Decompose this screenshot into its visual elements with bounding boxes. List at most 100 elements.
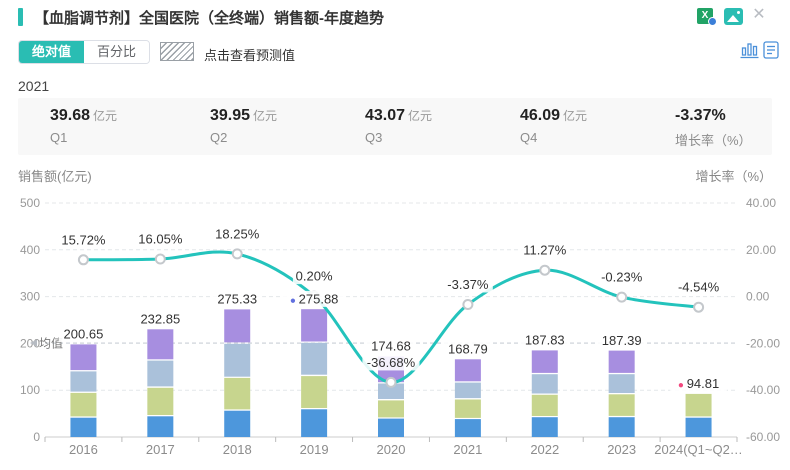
left-axis-tick: 100	[20, 383, 40, 397]
bar-total-label: 174.68	[371, 339, 411, 354]
close-icon[interactable]: ✕	[752, 6, 766, 23]
bar-total-label: 200.65	[64, 327, 104, 342]
bar-total-label: 275.33	[217, 292, 257, 307]
growth-line-point-2021[interactable]	[462, 299, 474, 310]
bar-segment-2017-4[interactable]	[147, 329, 174, 360]
bar-segment-2018-1[interactable]	[224, 410, 251, 437]
stat-item-q2: 39.95 亿元 Q2	[210, 107, 277, 145]
total-label-bg	[366, 338, 416, 355]
bar-segment-2021-3[interactable]	[454, 382, 481, 399]
x-axis-category-label: 2022	[530, 442, 559, 457]
bar-segment-2021-4[interactable]	[454, 359, 481, 382]
percent-label-bg	[135, 231, 186, 248]
forecast-hatch-swatch[interactable]	[160, 42, 194, 61]
percentage-tab[interactable]: 百分比	[84, 41, 150, 63]
percent-label-bg	[212, 225, 263, 242]
bar-total-label: 232.85	[140, 312, 180, 327]
growth-line-point-2023[interactable]	[616, 291, 628, 303]
growth-percent-label: 11.27%	[523, 243, 567, 258]
bar-segment-2017-3[interactable]	[147, 360, 174, 387]
bar-segment-2020-3[interactable]	[378, 383, 404, 400]
bar-segment-2023-1[interactable]	[608, 417, 635, 437]
stat-label: 增长率（%）	[675, 133, 752, 148]
x-axis-category-label: 2018	[223, 442, 252, 457]
export-image-icon[interactable]	[724, 8, 743, 25]
stat-unit: 亿元	[253, 109, 278, 123]
bar-segment-2018-4[interactable]	[224, 309, 251, 343]
percent-label-bg	[58, 231, 109, 248]
total-label-bg	[670, 375, 727, 392]
right-axis-title: 增长率（%）	[695, 169, 772, 184]
growth-line-point-2018[interactable]	[231, 248, 243, 260]
left-axis-tick: 500	[20, 196, 40, 210]
bar-segment-2024(Q1~Q2…-1[interactable]	[685, 417, 712, 437]
growth-line-point-2017[interactable]	[154, 253, 166, 265]
total-label-bg	[58, 326, 109, 343]
stat-value: 39.95 亿元	[210, 107, 278, 124]
total-label-bg	[519, 332, 570, 349]
total-label-bg	[135, 311, 186, 328]
total-label-bg	[282, 290, 346, 307]
bar-segment-2020-2[interactable]	[378, 400, 404, 418]
bar-segment-2020-1[interactable]	[378, 418, 404, 437]
growth-percent-label: 15.72%	[61, 232, 106, 247]
growth-percent-label: -3.37%	[447, 277, 489, 292]
growth-percent-label: -0.23%	[601, 270, 643, 285]
min-marker-dot: ●	[678, 380, 687, 391]
export-excel-icon[interactable]: X	[697, 8, 717, 26]
forecast-hint-text[interactable]: 点击查看预测值	[204, 48, 296, 63]
chart-view-icon[interactable]	[740, 41, 759, 64]
bar-segment-2021-2[interactable]	[454, 399, 481, 418]
bar-segment-2016-1[interactable]	[70, 417, 97, 437]
stat-unit: 亿元	[563, 109, 588, 123]
bar-segment-2022-4[interactable]	[531, 350, 558, 373]
absolute-value-tab[interactable]: 绝对值	[19, 41, 85, 63]
x-axis-category-label: 2023	[607, 442, 636, 457]
bar-segment-2018-3[interactable]	[224, 343, 251, 377]
bar-segment-2018-2[interactable]	[224, 377, 251, 410]
bar-segment-2019-3[interactable]	[301, 342, 328, 375]
bar-segment-2022-1[interactable]	[531, 417, 558, 437]
bar-segment-2023-2[interactable]	[608, 394, 635, 416]
growth-line-point-2016[interactable]	[77, 254, 89, 266]
bar-segment-2021-1[interactable]	[454, 419, 481, 437]
max-marker-dot: ●	[290, 295, 299, 306]
report-view-icon[interactable]	[763, 41, 779, 64]
bar-segment-2016-2[interactable]	[70, 392, 97, 417]
excel-clock-badge	[708, 17, 717, 26]
bar-segment-2019-2[interactable]	[301, 376, 328, 408]
bar-segment-2023-4[interactable]	[608, 350, 635, 373]
x-axis-category-label: 2019	[300, 442, 329, 457]
growth-line-point-2024(Q1~Q2…[interactable]	[693, 301, 705, 313]
bar-segment-2024(Q1~Q2…-2[interactable]	[685, 393, 712, 417]
bar-total-label: 187.83	[525, 333, 565, 348]
growth-line-point-2020[interactable]	[385, 376, 397, 388]
growth-line-point-2022[interactable]	[539, 264, 551, 276]
bar-segment-2019-4[interactable]	[301, 309, 328, 342]
bar-segment-2016-3[interactable]	[70, 371, 97, 392]
x-axis-category-label: 2016	[69, 442, 98, 457]
bar-total-label: ● 94.81	[678, 376, 719, 391]
bar-segment-2016-4[interactable]	[70, 344, 97, 371]
stat-label: Q4	[520, 130, 538, 145]
bar-segment-2023-3[interactable]	[608, 374, 635, 393]
left-axis-tick: 400	[20, 243, 40, 257]
stat-value: -3.37%	[675, 107, 726, 124]
trend-chart: 500 40.00 400 20.00 300 0.00 200 -20.00 100 -40.0…	[0, 163, 790, 470]
stat-unit: 亿元	[93, 109, 118, 123]
stat-label: Q1	[50, 130, 68, 145]
growth-percent-label: 18.25%	[215, 226, 260, 241]
bar-segment-2017-2[interactable]	[147, 387, 174, 415]
bar-segment-2022-3[interactable]	[531, 374, 558, 394]
growth-percent-label: -36.68%	[367, 355, 416, 370]
bar-segment-2022-2[interactable]	[531, 394, 558, 416]
bar-segment-2017-1[interactable]	[147, 416, 174, 437]
x-axis-category-label: 2024(Q1~Q2…	[654, 442, 743, 457]
quarterly-stats-box: 39.68 亿元 Q1 39.95 亿元 Q2 43.07 亿元 Q3 46.09 亿元…	[18, 98, 772, 155]
stat-value: 46.09 亿元	[520, 107, 588, 124]
percent-label-bg	[519, 242, 570, 259]
average-line-label: 均值	[39, 335, 63, 350]
percent-label-bg	[362, 354, 420, 371]
bar-segment-2019-1[interactable]	[301, 409, 328, 437]
trend-chart-canvas: 500 40.00 400 20.00 300 0.00 200 -20.00 100 -40.0…	[18, 169, 780, 457]
